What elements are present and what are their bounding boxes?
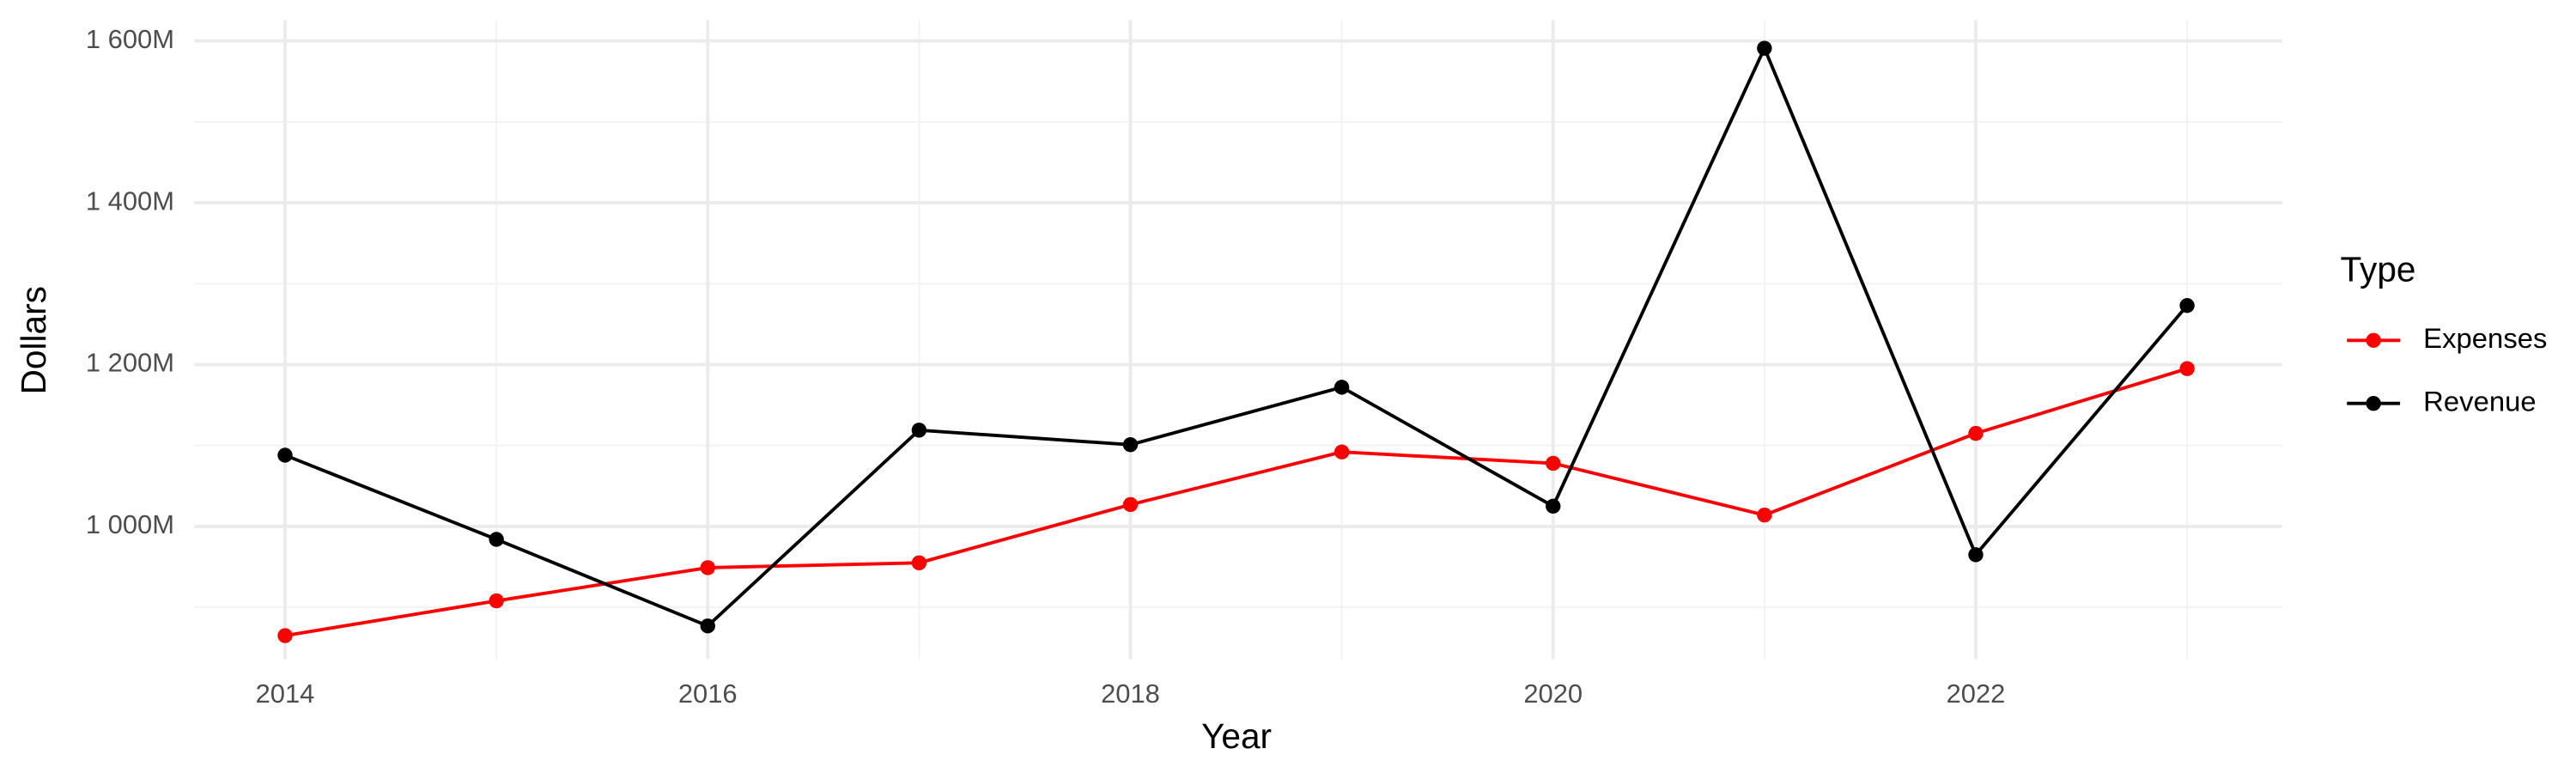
y-axis-title: Dollars [14,286,53,394]
data-point [1546,498,1561,514]
x-tick-label: 2016 [678,679,738,709]
data-point [277,447,293,463]
y-tick-label: 1 600M [86,24,174,54]
data-point [911,555,927,570]
data-point [489,593,504,609]
x-tick-label: 2022 [1947,679,2006,709]
data-point [277,628,293,643]
y-tick-label: 1 000M [86,509,174,539]
series [277,361,2195,643]
y-tick-label: 1 200M [86,348,174,378]
series-line [284,44,2189,629]
data-point [1546,455,1561,472]
data-point [1757,40,1772,56]
legend: Expenses Revenue [2347,322,2547,417]
data-point [489,532,504,547]
data-point [1968,547,1984,563]
data-point [2179,298,2195,313]
legend-title: Type [2341,250,2416,289]
data-point [700,618,715,634]
x-tick-label: 2020 [1523,679,1583,709]
series-line [284,367,2188,637]
data-point [1757,508,1772,523]
series [277,40,2195,634]
data-point [911,423,927,438]
data-point [1334,380,1350,395]
data-point [1122,437,1139,453]
data-point [1122,496,1139,513]
legend-key-point [2366,396,2381,411]
data-point [1334,444,1350,460]
legend-label: Revenue [2423,385,2537,417]
legend-label: Expenses [2423,322,2547,354]
data-point [2179,361,2195,376]
x-axis-title: Year [1201,716,1272,756]
grid [194,20,2282,660]
data-point [1968,425,1984,441]
x-tick-label: 2014 [256,679,315,709]
y-tick-label: 1 400M [86,186,174,216]
legend-key-point [2366,332,2381,348]
data-point [700,560,715,575]
x-tick-label: 2018 [1101,679,1160,709]
